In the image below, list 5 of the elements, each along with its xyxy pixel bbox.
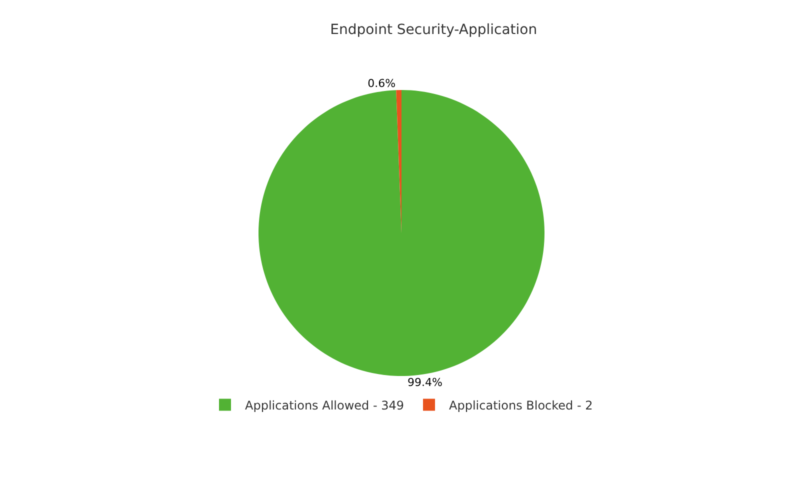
legend-label: Applications Allowed - 349	[245, 398, 404, 412]
data-label: 99.4%	[407, 376, 442, 389]
chart-title: Endpoint Security-Application	[330, 22, 538, 38]
data-label: 0.6%	[368, 77, 396, 90]
legend-label: Applications Blocked - 2	[449, 398, 593, 412]
